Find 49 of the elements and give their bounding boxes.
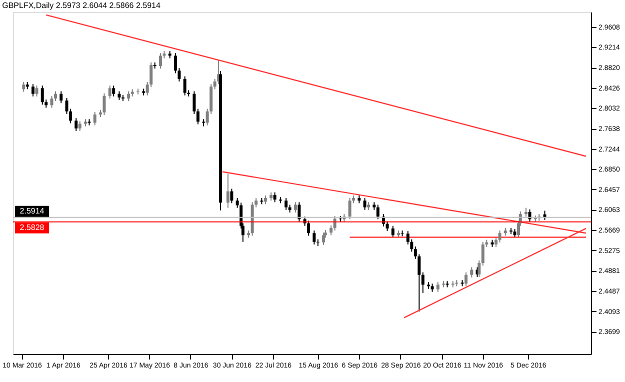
candlestick [464,272,468,287]
candlestick [112,85,116,97]
chart-title: GBPLFX,Daily 2.5973 2.6044 2.5866 2.5914 [2,1,161,10]
candlestick [65,97,68,114]
candlestick [322,232,326,246]
candlestick [196,108,200,125]
candlestick [102,92,106,116]
candlestick [35,85,38,97]
candlestick [294,202,297,213]
candlestick [183,76,186,96]
candlestick [363,198,366,210]
candlestick [93,111,96,126]
candlestick [136,88,140,95]
ref-line-label: 2.5914 [20,206,45,216]
candlestick [386,220,389,232]
candlestick [391,225,394,238]
candlestick [54,90,57,102]
candlestick [376,204,380,220]
candlestick [60,90,63,104]
candlestick [312,230,316,245]
candlestick [348,198,352,220]
candlestick [333,216,336,232]
candlestick [68,108,72,124]
candlestick [50,95,54,108]
candlestick [470,266,474,278]
candlestick [22,81,26,92]
candlestick [494,236,498,248]
candlestick [31,84,34,97]
candlestick [226,173,230,208]
candlestick [284,198,288,210]
candlestick [330,224,333,236]
candlestick [40,85,44,106]
candlestick [192,90,196,114]
candlestick [74,118,78,132]
candlestick [498,230,502,243]
candlestick [158,52,162,70]
candlestick [78,120,82,132]
candlestick [478,260,481,278]
candlestick [202,118,206,127]
candlestick [298,202,301,222]
candlestick [108,85,112,99]
candlestick [421,272,424,294]
candlestick [307,220,310,236]
ref-line-label: 2.5828 [20,222,45,232]
candlestick [481,241,484,266]
candlestick [127,90,130,102]
candlestick [436,282,440,292]
candlestick [230,188,234,204]
candlestick [273,192,276,203]
